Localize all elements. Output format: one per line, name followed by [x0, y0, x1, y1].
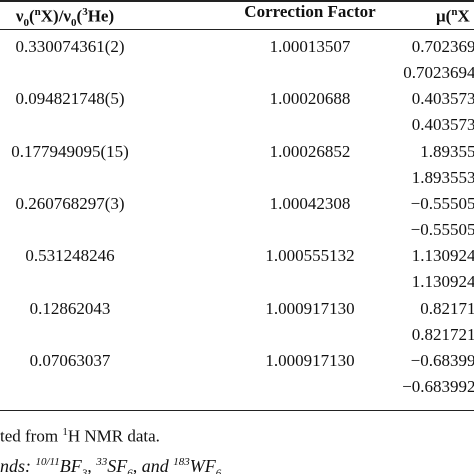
mu-cell: −0.555052 — [410, 219, 474, 239]
mu-cell: 1.893553 — [420, 141, 474, 161]
header-correction: Correction Factor — [244, 2, 376, 21]
mu-cell: 0.7023694 — [411, 37, 474, 56]
text: 6 — [127, 467, 133, 474]
text: H NMR data. — [67, 426, 160, 446]
top-rule — [0, 0, 474, 2]
ratio-cell: 0.330074361(2) — [15, 37, 125, 56]
mu-cell: 1.1309246 — [411, 246, 474, 266]
header-mu: μ(nX — [436, 2, 470, 27]
text: nds: — [0, 456, 36, 474]
text: 3 — [81, 467, 88, 474]
ratio-cell: 0.260768297(3) — [15, 193, 125, 213]
text: X)/ν — [40, 6, 72, 26]
mu-cell: 0.4035737 — [411, 89, 474, 109]
text: 10/11 — [35, 456, 60, 468]
text: 0 — [71, 17, 77, 30]
text: 0 — [23, 17, 29, 30]
ratio-cell: 0.094821748(5) — [15, 89, 125, 109]
correction-cell: 1.00020688 — [269, 89, 351, 109]
text: 3 — [82, 6, 88, 18]
text: n — [451, 6, 458, 18]
mu-cell: −0.555052 — [410, 193, 474, 213]
mu-cell: 1.1309246 — [411, 272, 474, 292]
text: He) — [87, 6, 115, 26]
correction-cell: 1.00042308 — [269, 193, 351, 213]
text: ( — [28, 6, 35, 26]
ratio-cell: 0.531248246 — [25, 246, 115, 266]
text: 33 — [96, 456, 108, 468]
ratio-cell: 0.12862043 — [29, 298, 111, 318]
bottom-rule — [0, 410, 474, 411]
correction-cell: 1.000917130 — [265, 298, 355, 318]
correction-cell: 1.00013507 — [269, 37, 351, 56]
footnote: ted from 1H NMR data. — [0, 422, 160, 447]
text: 6 — [215, 467, 222, 474]
correction-cell: 1.00026852 — [269, 141, 351, 161]
correction-cell: 1.000555132 — [265, 246, 355, 266]
header-rule — [0, 29, 474, 30]
text: ted from — [0, 426, 63, 446]
caption: nds: 10/11BF3, 33SF6, and 183WF6 — [0, 452, 221, 474]
mu-cell: 1.8935532 — [411, 167, 474, 187]
text: WF — [189, 456, 216, 474]
text: SF — [107, 456, 128, 474]
text: μ( — [436, 6, 452, 26]
mu-cell: 0.4035736 — [411, 115, 474, 135]
text: n — [34, 6, 41, 18]
mu-cell: 0.821719 — [420, 298, 474, 318]
ratio-cell: 0.07063037 — [29, 350, 111, 370]
text: BF — [59, 456, 82, 474]
mu-cell: 0.70236946 — [403, 63, 474, 82]
text: , — [87, 456, 97, 474]
header-ratio: ν0(nX)/ν0(3He) — [0, 2, 130, 33]
text: ( — [76, 6, 83, 26]
correction-cell: 1.000917130 — [265, 350, 355, 370]
mu-cell: −0.6839921 — [402, 376, 474, 396]
text: ν — [15, 6, 24, 26]
text: 1 — [62, 426, 68, 438]
text: 183 — [173, 456, 190, 468]
mu-cell: −0.683992 — [410, 350, 474, 370]
text: X — [457, 6, 470, 26]
ratio-cell: 0.177949095(15) — [11, 141, 129, 161]
text: , and — [132, 456, 174, 474]
